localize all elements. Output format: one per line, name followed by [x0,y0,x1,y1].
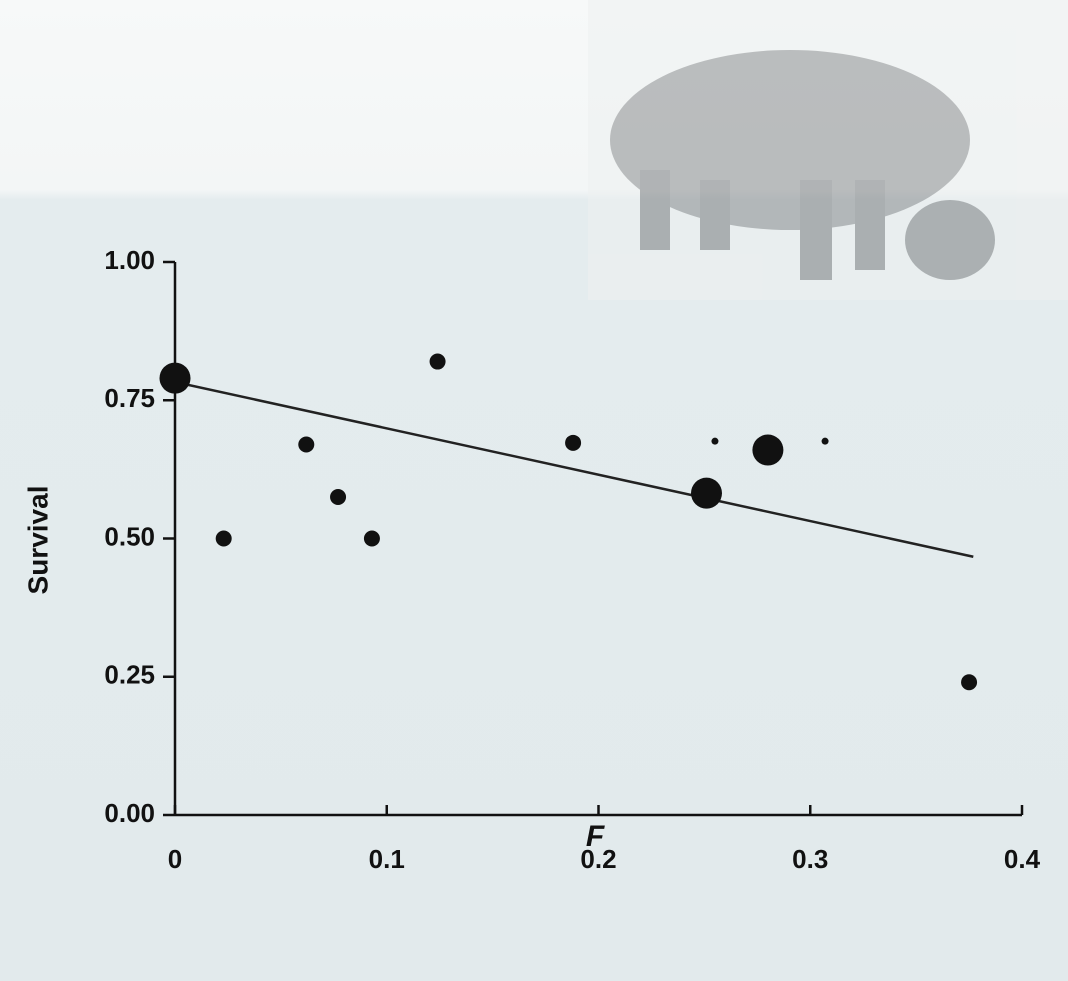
chart: F Survival 0.000.250.500.751.0000.10.20.… [0,0,1068,981]
point [822,438,829,445]
y-tick-label: 0.25 [104,660,155,690]
x-tick-label: 0.2 [580,844,616,874]
page: {"chart_data": {"type": "scatter", "x_la… [0,0,1068,981]
point [298,436,314,452]
y-tick-label: 1.00 [104,245,155,275]
x-tick-label: 0.1 [369,844,405,874]
x-tick-label: 0.4 [1004,844,1041,874]
point [961,674,977,690]
point [691,478,722,509]
x-tick-label: 0.3 [792,844,828,874]
point [711,438,718,445]
y-tick-label: 0.00 [104,798,155,828]
y-tick-label: 0.75 [104,383,155,413]
point [216,531,232,547]
illustration [588,0,1068,300]
point [160,363,191,394]
y-axis-label: Survival [22,486,53,595]
point [430,354,446,370]
trend-line [175,382,973,557]
point [752,435,783,466]
point [364,531,380,547]
point [565,435,581,451]
x-tick-label: 0 [168,844,182,874]
point [330,489,346,505]
y-tick-label: 0.50 [104,521,155,551]
